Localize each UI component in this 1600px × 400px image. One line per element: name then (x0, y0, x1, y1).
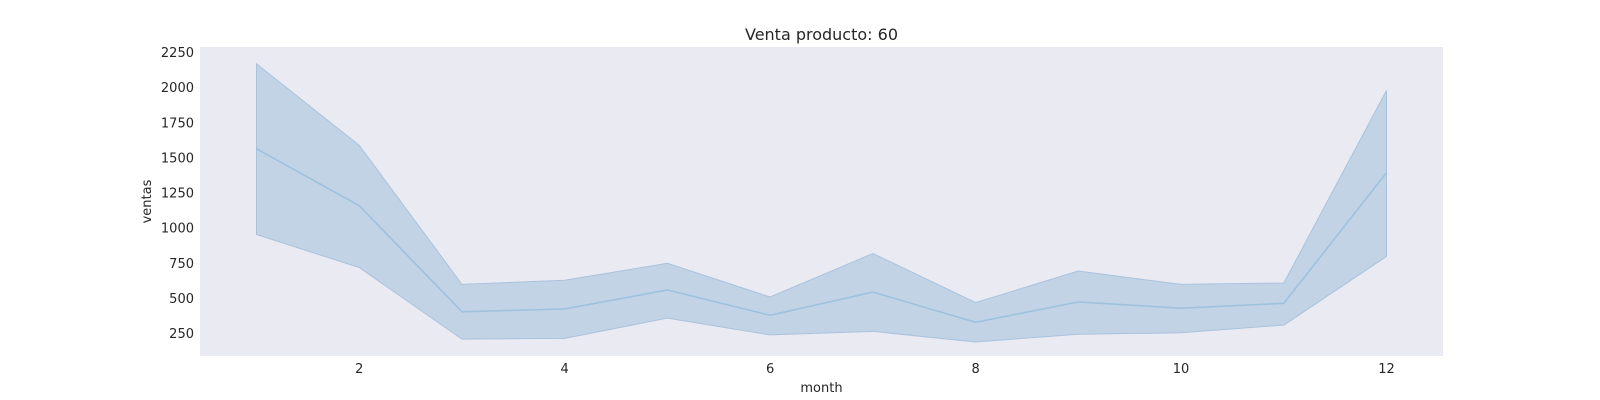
series-line-layer (254, 146, 1389, 325)
data-point (1076, 299, 1081, 304)
y-tick-label: 1000 (161, 222, 194, 237)
y-tick-label: 2250 (161, 46, 194, 61)
x-tick-label: 2 (355, 362, 363, 377)
y-tick-label: 1500 (161, 151, 194, 166)
x-axis-ticks: 2 4 6 8 10 12 (355, 362, 1395, 377)
x-tick-label: 12 (1378, 362, 1395, 377)
y-tick-label: 1250 (161, 187, 194, 202)
y-tick-label: 1750 (161, 116, 194, 131)
data-point (768, 313, 773, 318)
y-tick-label: 500 (169, 292, 194, 307)
x-tick-label: 6 (766, 362, 774, 377)
y-tick-label: 250 (169, 327, 194, 342)
x-tick-label: 4 (561, 362, 569, 377)
y-axis-ticks: 250 500 750 1000 1250 1500 1750 2000 2250 (161, 46, 194, 342)
data-point (665, 288, 670, 293)
x-tick-label: 8 (971, 362, 979, 377)
y-tick-label: 750 (169, 257, 194, 272)
data-point (254, 146, 259, 151)
data-point (1179, 306, 1184, 311)
x-axis-title: month (800, 381, 842, 396)
data-point (1281, 301, 1286, 306)
data-point (460, 309, 465, 314)
data-point (870, 290, 875, 295)
data-point (1384, 170, 1389, 175)
confidence-band-layer (256, 62, 1387, 343)
y-axis-title: ventas (140, 179, 155, 223)
data-point (562, 306, 567, 311)
series-line (256, 148, 1388, 324)
data-point (357, 203, 362, 208)
x-tick-label: 10 (1173, 362, 1190, 377)
y-tick-label: 2000 (161, 81, 194, 96)
chart-title: Venta producto: 60 (745, 25, 898, 44)
confidence-band (256, 62, 1387, 343)
data-point (973, 320, 978, 325)
